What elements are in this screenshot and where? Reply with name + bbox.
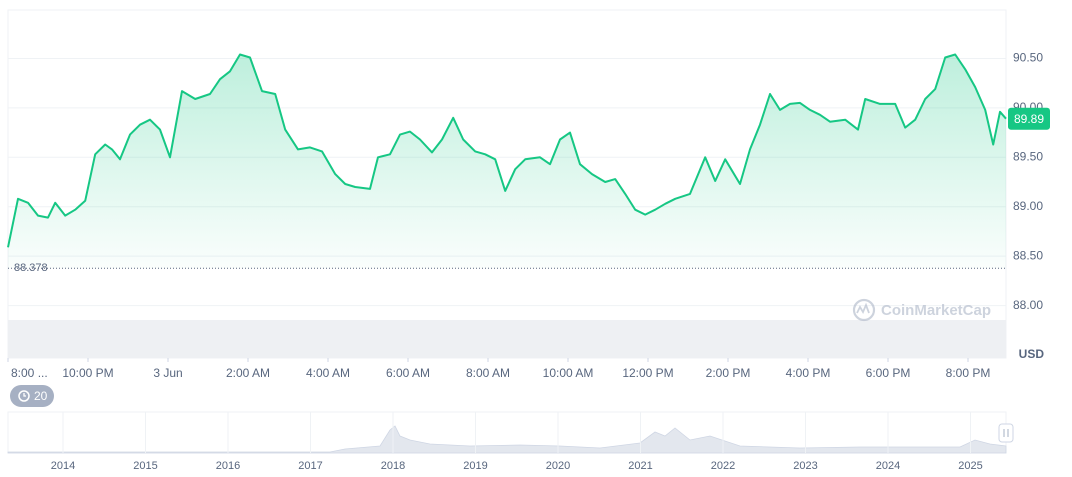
navigator-year: 2023	[793, 460, 817, 472]
currency-label: USD	[1019, 347, 1045, 361]
navigator-year: 2019	[463, 460, 487, 472]
x-tick-label: 4:00 AM	[306, 366, 350, 380]
navigator-year: 2025	[958, 460, 982, 472]
navigator-handle[interactable]	[998, 423, 1014, 443]
navigator-year: 2018	[381, 460, 405, 472]
x-tick-label: 2:00 PM	[706, 366, 751, 380]
x-tick-label: 10:00 AM	[543, 366, 594, 380]
y-tick-label: 90.50	[1013, 51, 1043, 65]
x-tick-label: 8:00 ...	[11, 366, 48, 380]
navigator: 2014 2015 2016 2017 2018 2019 2020 2021 2022 2023…	[7, 411, 1014, 472]
price-line	[7, 53, 1007, 248]
x-tick-label: 3 Jun	[153, 366, 182, 380]
navigator-year: 2014	[51, 460, 75, 472]
watermark-text: CoinMarketCap	[881, 302, 991, 319]
current-price-label: 89.89	[1014, 112, 1044, 126]
indicator-badge[interactable]: 20	[10, 385, 54, 407]
handle-grip	[1003, 429, 1009, 437]
area-fill	[8, 54, 1006, 269]
y-tick-label: 89.00	[1013, 199, 1043, 213]
badge-text: 20	[34, 389, 48, 403]
navigator-year: 2017	[298, 460, 322, 472]
navigator-year: 2022	[711, 460, 735, 472]
y-tick-label: 89.50	[1013, 149, 1043, 163]
navigator-year: 2015	[133, 460, 157, 472]
navigator-year: 2024	[876, 460, 900, 472]
x-tick-label: 4:00 PM	[786, 366, 831, 380]
x-tick-label: 8:00 AM	[466, 366, 510, 380]
watermark: CoinMarketCap	[852, 298, 991, 322]
x-tick-label: 10:00 PM	[62, 366, 113, 380]
reference-label: 88.378	[14, 262, 48, 274]
x-tick-label: 6:00 PM	[866, 366, 911, 380]
volume-band	[8, 320, 1006, 358]
x-tick-label: 8:00 PM	[946, 366, 991, 380]
x-tick-label: 6:00 AM	[386, 366, 430, 380]
x-tick-label: 2:00 AM	[226, 366, 270, 380]
y-tick-label: 88.50	[1013, 248, 1043, 262]
y-tick-label: 88.00	[1013, 298, 1043, 312]
main-chart	[7, 53, 1007, 362]
current-price-badge	[1008, 107, 1050, 130]
navigator-year: 2020	[546, 460, 570, 472]
navigator-year: 2021	[628, 460, 652, 472]
x-tick-label: 12:00 PM	[622, 366, 673, 380]
navigator-year: 2016	[216, 460, 240, 472]
